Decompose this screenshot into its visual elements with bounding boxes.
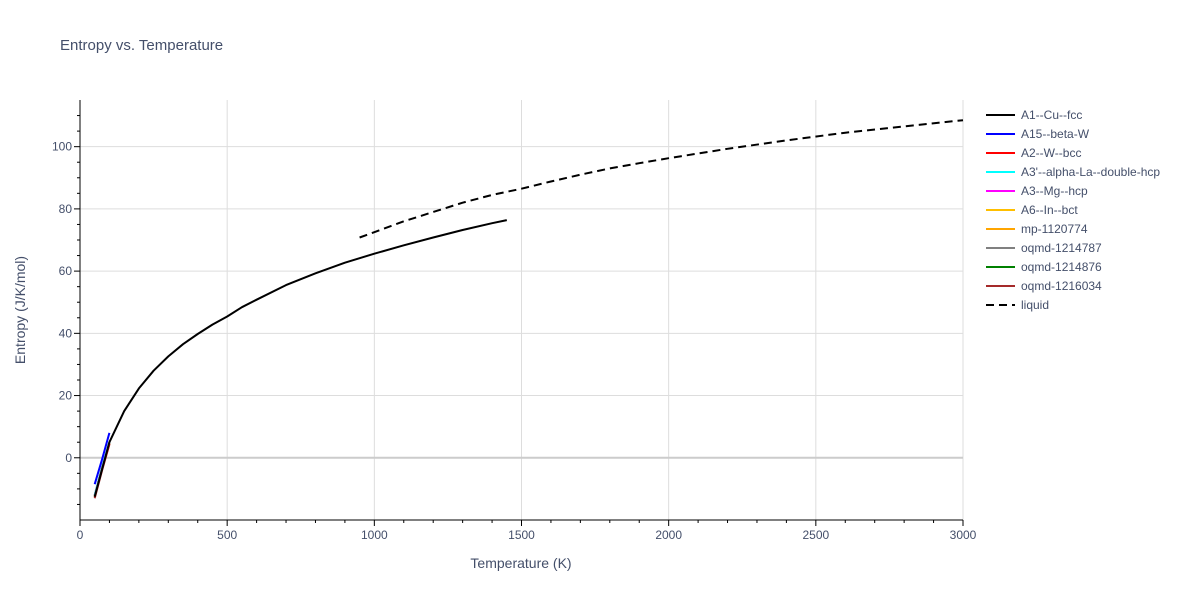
x-tick-label: 0 — [77, 528, 84, 542]
x-tick-label: 1000 — [361, 528, 388, 542]
legend-item[interactable]: liquid — [986, 298, 1049, 312]
axes — [74, 100, 964, 526]
legend-label: mp-1120774 — [1021, 222, 1088, 236]
x-tick-label: 2500 — [802, 528, 829, 542]
legend-item[interactable]: A2--W--bcc — [986, 146, 1081, 160]
legend-item[interactable]: A3'--alpha-La--double-hcp — [986, 165, 1160, 179]
x-ticks: 0 500 1000 1500 2000 2500 3000 — [77, 528, 977, 542]
x-tick-label: 1500 — [508, 528, 535, 542]
legend-item[interactable]: mp-1120774 — [986, 222, 1088, 236]
legend-item[interactable]: A1--Cu--fcc — [986, 108, 1082, 122]
series-line-A15--beta-W — [93, 432, 111, 485]
legend-label: liquid — [1021, 298, 1049, 312]
legend: A1--Cu--fcc A15--beta-W A2--W--bcc A3'--alp… — [986, 108, 1160, 312]
legend-label: A2--W--bcc — [1021, 146, 1081, 160]
series-line-liquid — [359, 119, 964, 239]
x-tick-label: 2000 — [655, 528, 682, 542]
y-ticks: 0 20 40 60 80 100 — [52, 140, 72, 465]
y-tick-label: 0 — [65, 451, 72, 465]
y-tick-label: 100 — [52, 140, 72, 154]
legend-label: A3'--alpha-La--double-hcp — [1021, 165, 1160, 179]
grid — [80, 100, 964, 520]
y-tick-label: 20 — [59, 389, 73, 403]
series-line-A1--Cu--fcc — [93, 219, 508, 497]
y-tick-label: 60 — [59, 264, 73, 278]
legend-item[interactable]: oqmd-1216034 — [986, 279, 1102, 293]
legend-label: A6--In--bct — [1021, 203, 1078, 217]
y-axis-title: Entropy (J/K/mol) — [12, 256, 28, 364]
legend-item[interactable]: A15--beta-W — [986, 127, 1090, 141]
legend-label: oqmd-1214876 — [1021, 260, 1102, 274]
y-tick-label: 80 — [59, 202, 73, 216]
x-tick-label: 500 — [217, 528, 237, 542]
chart-title: Entropy vs. Temperature — [60, 37, 223, 54]
legend-label: oqmd-1214787 — [1021, 241, 1102, 255]
x-axis-title: Temperature (K) — [470, 555, 571, 571]
legend-item[interactable]: A3--Mg--hcp — [986, 184, 1088, 198]
legend-label: A1--Cu--fcc — [1021, 108, 1082, 122]
legend-item[interactable]: oqmd-1214876 — [986, 260, 1102, 274]
plot-area — [93, 119, 964, 499]
legend-label: oqmd-1216034 — [1021, 279, 1102, 293]
legend-item[interactable]: oqmd-1214787 — [986, 241, 1102, 255]
legend-label: A15--beta-W — [1021, 127, 1090, 141]
x-tick-label: 3000 — [950, 528, 977, 542]
legend-label: A3--Mg--hcp — [1021, 184, 1088, 198]
legend-item[interactable]: A6--In--bct — [986, 203, 1078, 217]
y-tick-label: 40 — [59, 326, 73, 340]
